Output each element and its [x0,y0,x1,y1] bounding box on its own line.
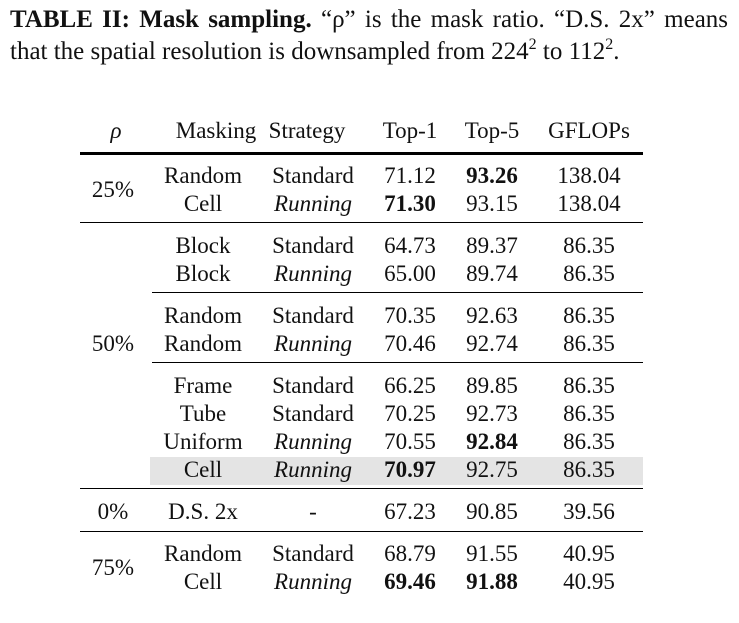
top5-cell: 89.74 [466,261,518,286]
top5-cell: 92.84 [466,429,518,454]
top1-cell: 71.12 [384,163,436,188]
caption-text: to 112 [536,38,606,65]
masking-cell: D.S. 2x [168,499,238,524]
gflops-cell: 86.35 [563,331,615,356]
top5-cell: 92.63 [466,303,518,328]
top5-cell: 89.85 [466,373,518,398]
caption-text: . [613,38,620,65]
top5-cell: 90.85 [466,499,518,524]
ratio-cell: 50% [91,331,135,356]
ratio-cell: 0% [97,499,129,524]
top5-cell: 91.55 [466,541,518,566]
strategy-cell: Running [274,331,352,356]
caption-label: TABLE II: [10,6,130,33]
top5-cell: 93.26 [466,163,518,188]
strategy-cell: Standard [272,541,354,566]
top1-cell: 70.46 [384,331,436,356]
top1-cell: 64.73 [384,233,436,258]
top5-cell: 91.88 [466,569,518,594]
masking-cell: Block [175,261,231,286]
masking-cell: Random [164,303,242,328]
masking-cell: Random [164,163,242,188]
top1-cell: 70.97 [384,457,436,482]
header-gflops: GFLOPs [548,118,630,143]
top5-cell: 92.74 [466,331,518,356]
table-caption: TABLE II: Mask sampling. “ρ” is the mask… [10,4,728,68]
strategy-cell: Running [274,191,352,216]
masking-cell: Cell [183,191,223,216]
masking-cell: Frame [173,373,233,398]
top1-cell: 69.46 [384,569,436,594]
strategy-cell: Standard [272,303,354,328]
group-rule [80,531,643,532]
top5-cell: 92.73 [466,401,518,426]
ratio-cell: 75% [91,555,135,580]
top1-cell: 70.25 [384,401,436,426]
gflops-cell: 86.35 [563,429,615,454]
strategy-cell: Standard [272,163,354,188]
strategy-cell: Standard [272,233,354,258]
header-masking: Masking [175,118,257,143]
masking-cell: Cell [183,457,223,482]
top1-cell: 65.00 [384,261,436,286]
masking-cell: Cell [183,569,223,594]
top5-cell: 93.15 [466,191,518,216]
caption-sup: 2 [605,36,614,53]
gflops-cell: 86.35 [563,401,615,426]
group-rule [80,488,643,489]
top1-cell: 71.30 [384,191,436,216]
masking-cell: Block [175,233,231,258]
strategy-cell: Running [274,457,352,482]
gflops-cell: 86.35 [563,373,615,398]
strategy-cell: Standard [272,373,354,398]
gflops-cell: 40.95 [563,541,615,566]
gflops-cell: 138.04 [557,163,621,188]
masking-cell: Random [164,541,242,566]
highlight-row [150,457,643,485]
strategy-cell: - [309,499,317,524]
gflops-cell: 86.35 [563,233,615,258]
top5-cell: 92.75 [466,457,518,482]
header-top5: Top-5 [464,118,520,143]
ratio-cell: 25% [91,177,135,202]
top1-cell: 70.55 [384,429,436,454]
caption-title: Mask sampling. [139,6,312,33]
top1-cell: 68.79 [384,541,436,566]
header-rule [80,152,643,155]
caption-sup: 2 [528,36,537,53]
strategy-cell: Running [274,569,352,594]
caption-text: “ρ” is the mask ratio. “D.S. 2x” means t… [10,6,729,65]
strategy-cell: Running [274,261,352,286]
top1-cell: 66.25 [384,373,436,398]
masking-cell: Random [164,331,242,356]
masking-cell: Uniform [163,429,243,454]
top1-cell: 70.35 [384,303,436,328]
gflops-cell: 86.35 [563,457,615,482]
gflops-cell: 39.56 [563,499,615,524]
top5-cell: 89.37 [466,233,518,258]
gflops-cell: 86.35 [563,261,615,286]
subgroup-rule [152,362,643,363]
header-rho: ρ [110,118,122,143]
group-rule [80,222,643,223]
masking-cell: Tube [179,401,227,426]
strategy-cell: Standard [272,401,354,426]
subgroup-rule [152,292,643,293]
strategy-cell: Running [274,429,352,454]
header-strategy: Strategy [268,118,346,143]
gflops-cell: 86.35 [563,303,615,328]
top1-cell: 67.23 [384,499,436,524]
gflops-cell: 138.04 [557,191,621,216]
header-top1: Top-1 [382,118,438,143]
gflops-cell: 40.95 [563,569,615,594]
